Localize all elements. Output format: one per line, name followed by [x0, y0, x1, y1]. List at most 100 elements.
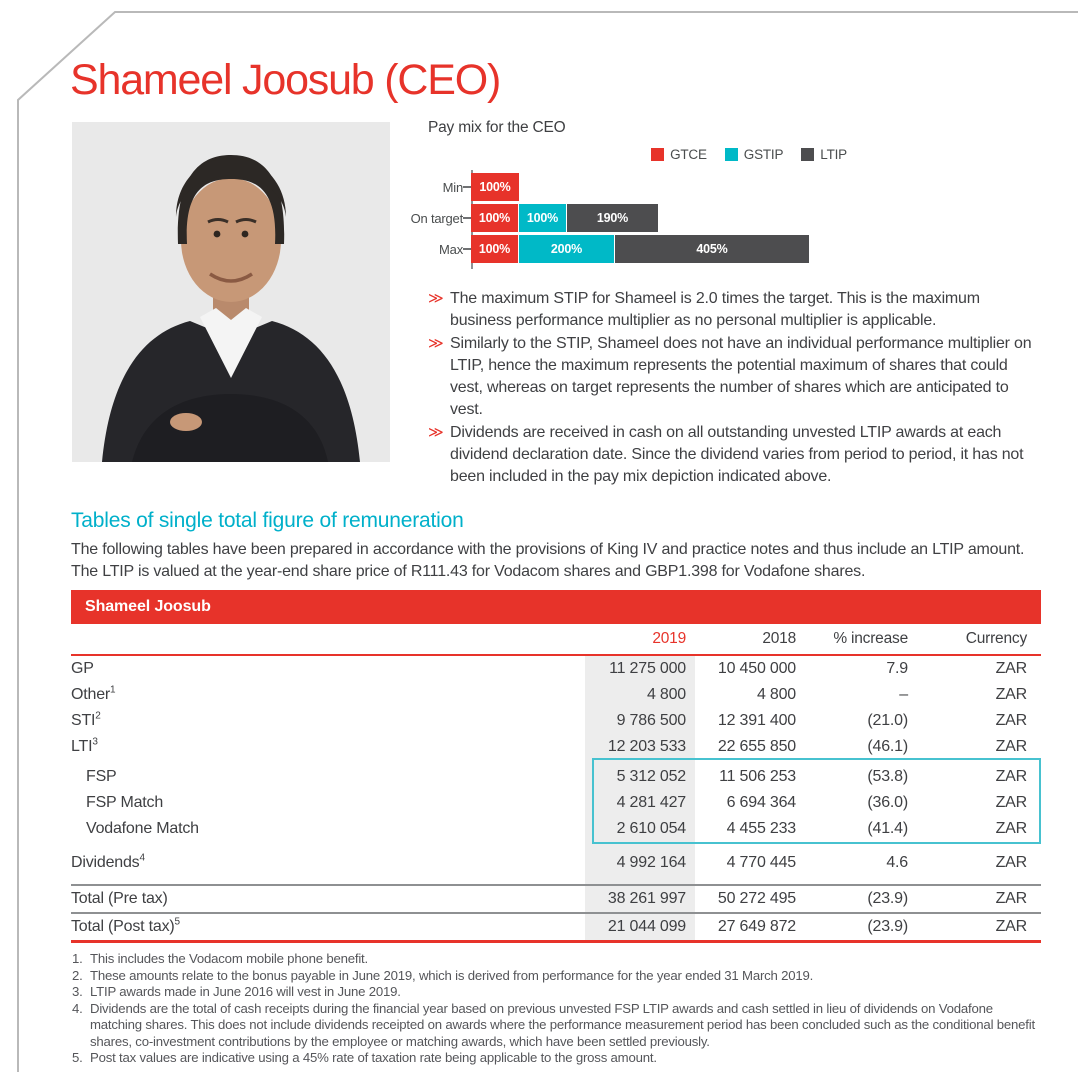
value-2019: 21 044 099	[607, 918, 686, 935]
currency: ZAR	[995, 686, 1028, 703]
pct-increase: 7.9	[886, 660, 908, 677]
table-row: FSP 5 312 052 11 506 253 (53.8) ZAR	[71, 764, 1041, 790]
bar-stack: 100% 200% 405%	[471, 235, 809, 263]
value-2019: 4 281 427	[616, 794, 687, 811]
value-2019: 2 610 054	[616, 820, 687, 837]
legend-item-ltip: LTIP	[801, 147, 847, 162]
gstip-swatch	[724, 148, 738, 161]
chart-rows: Min 100% On target 100% 100% 190% Max 100% 200% 4…	[403, 173, 809, 266]
pct-increase: (36.0)	[867, 794, 908, 811]
value-2019: 12 203 533	[607, 738, 686, 755]
bullet-list: ≫ The maximum STIP for Shameel is 2.0 ti…	[428, 288, 1042, 489]
table-row: FSP Match 4 281 427 6 694 364 (36.0) ZAR	[71, 790, 1041, 816]
chart-row-on-target: On target 100% 100% 190%	[403, 204, 809, 232]
value-2018: 27 649 872	[717, 918, 796, 935]
pct-increase: 4.6	[886, 854, 908, 871]
column-header-2018: 2018	[762, 630, 796, 647]
remuneration-table: Shameel Joosub 2019 2018 % increase Curr…	[71, 590, 1041, 943]
chevron-bullet-icon: ≫	[428, 423, 444, 441]
column-header-pct-increase: % increase	[833, 630, 908, 647]
bar-stack: 100% 100% 190%	[471, 204, 658, 232]
currency: ZAR	[995, 768, 1028, 785]
value-2019: 38 261 997	[607, 890, 686, 907]
column-header-currency: Currency	[965, 630, 1027, 647]
bar-segment-gtce: 100%	[471, 204, 519, 232]
table-row: Vodafone Match 2 610 054 4 455 233 (41.4…	[71, 816, 1041, 842]
currency: ZAR	[995, 890, 1028, 907]
page-title: Shameel Joosub (CEO)	[70, 56, 501, 104]
table-header-row: 2019 2018 % increase Currency	[71, 624, 1041, 656]
bullet-item: ≫ Similarly to the STIP, Shameel does no…	[428, 333, 1042, 422]
footnote: 5. Post tax values are indicative using a…	[72, 1050, 657, 1065]
ltip-swatch	[801, 148, 815, 161]
axis-tick	[463, 248, 471, 250]
value-2018: 22 655 850	[717, 738, 796, 755]
bar-segment-ltip: 405%	[615, 235, 809, 263]
value-2019: 4 800	[646, 686, 686, 703]
table-row-total-posttax: Total (Post tax)5 21 044 099 27 649 872 …	[71, 912, 1041, 940]
footnote: 4. Dividends are the total of cash receip…	[72, 1000, 1035, 1049]
bar-segment-gstip: 100%	[519, 204, 567, 232]
legend-item-gtce: GTCE	[651, 147, 707, 162]
table-row: Other1 4 800 4 800 – ZAR	[71, 682, 1041, 708]
chevron-bullet-icon: ≫	[428, 334, 444, 352]
chart-row-min: Min 100%	[403, 173, 809, 201]
value-2018: 10 450 000	[717, 660, 796, 677]
table-row: LTI3 12 203 533 22 655 850 (46.1) ZAR	[71, 734, 1041, 760]
pct-increase: (53.8)	[867, 768, 908, 785]
value-2019: 9 786 500	[616, 712, 687, 729]
value-2018: 4 770 445	[726, 854, 797, 871]
footnotes: 1. This includes the Vodacom mobile phone…	[72, 951, 1038, 1067]
table-row-total-pretax: Total (Pre tax) 38 261 997 50 272 495 (2…	[71, 884, 1041, 912]
column-header-2019: 2019	[652, 630, 686, 647]
table-row: GP 11 275 000 10 450 000 7.9 ZAR	[71, 656, 1041, 682]
value-2019: 5 312 052	[616, 768, 687, 785]
value-2018: 4 800	[756, 686, 796, 703]
pct-increase: (23.9)	[867, 890, 908, 907]
pct-increase: –	[899, 686, 908, 703]
chart-category-label: Min	[442, 179, 464, 195]
bar-segment-gtce: 100%	[471, 173, 519, 201]
table-row: Dividends4 4 992 164 4 770 445 4.6 ZAR	[71, 850, 1041, 876]
footnote: 2. These amounts relate to the bonus paya…	[72, 967, 814, 983]
gtce-swatch	[651, 148, 665, 161]
bar-segment-gstip: 200%	[519, 235, 615, 263]
chart-title: Pay mix for the CEO	[428, 119, 566, 136]
bar-segment-ltip: 190%	[567, 204, 658, 232]
chart-category-label: On target	[410, 210, 464, 226]
value-2018: 50 272 495	[717, 890, 796, 907]
table-body: GP 11 275 000 10 450 000 7.9 ZAR Other1 …	[71, 656, 1041, 943]
chart-legend: GTCE GSTIP LTIP	[428, 147, 847, 162]
bullet-item: ≫ The maximum STIP for Shameel is 2.0 ti…	[428, 288, 1042, 333]
currency: ZAR	[995, 918, 1028, 935]
bullet-item: ≫ Dividends are received in cash on all …	[428, 422, 1042, 489]
legend-item-gstip: GSTIP	[724, 147, 783, 162]
pct-increase: (41.4)	[867, 820, 908, 837]
value-2018: 6 694 364	[726, 794, 797, 811]
pct-increase: (23.9)	[867, 918, 908, 935]
value-2019: 11 275 000	[609, 660, 686, 677]
table-title-band: Shameel Joosub	[71, 590, 1041, 624]
table-row: STI2 9 786 500 12 391 400 (21.0) ZAR	[71, 708, 1041, 734]
lti-breakdown-group: FSP 5 312 052 11 506 253 (53.8) ZAR FSP …	[71, 758, 1041, 844]
currency: ZAR	[995, 854, 1028, 871]
footnote: 3. LTIP awards made in June 2016 will ves…	[72, 984, 401, 999]
bar-stack: 100%	[471, 173, 519, 201]
chevron-bullet-icon: ≫	[428, 290, 444, 307]
axis-tick	[463, 186, 471, 188]
chart-category-label: Max	[439, 241, 463, 257]
value-2018: 4 455 233	[726, 820, 797, 837]
section-heading: Tables of single total figure of remuner…	[71, 509, 464, 532]
currency: ZAR	[995, 712, 1028, 729]
value-2018: 11 506 253	[719, 768, 796, 785]
value-2018: 12 391 400	[717, 712, 796, 729]
value-2019: 4 992 164	[616, 854, 687, 871]
person-silhouette	[72, 122, 390, 462]
axis-tick	[463, 217, 471, 219]
currency: ZAR	[995, 820, 1028, 837]
bar-segment-gtce: 100%	[471, 235, 519, 263]
pay-mix-chart: Pay mix for the CEO GTCE GSTIP LTIP Min 1…	[411, 119, 1040, 279]
section-intro: The following tables have been prepared …	[71, 541, 1025, 580]
